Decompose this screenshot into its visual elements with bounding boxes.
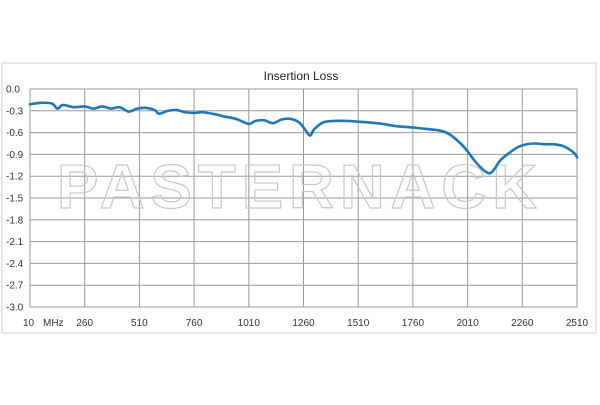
x-tick-label: 10 [23,318,35,329]
x-unit-label: MHz [43,318,64,329]
x-tick-label: 2010 [456,318,479,329]
y-tick-label: -0.6 [6,128,24,139]
series-layer [28,101,579,175]
y-tick-label: -1.5 [6,194,24,205]
y-tick-label: -1.8 [6,215,24,226]
x-tick-label: 1010 [238,318,261,329]
x-tick-label: 1510 [347,318,370,329]
y-tick-label: -0.3 [6,106,24,117]
y-tick-label: 0.0 [6,85,20,96]
x-tick-label: 2510 [566,318,589,329]
y-tick-label: -2.4 [6,259,24,270]
watermark-text: PASTERNACK [57,153,543,222]
grid [29,88,578,308]
y-tick-label: -0.9 [6,150,24,161]
y-tick-label: -2.1 [6,237,24,248]
x-tick-label: 1260 [292,318,315,329]
y-tick-label: -3.0 [6,303,24,314]
y-tick-label: -1.2 [6,172,24,183]
x-tick-label: 1760 [402,318,425,329]
x-tick-label: 510 [131,318,148,329]
chart-title: Insertion Loss [264,69,339,83]
watermark: PASTERNACK [56,152,543,222]
x-tick-label: 2260 [511,318,534,329]
y-tick-label: -2.7 [6,281,24,292]
x-tick-label: 760 [186,318,203,329]
y-axis-ticks: 0.0 -0.3 -0.6 -0.9 -1.2 -1.5 -1.8 -2.1 -2.4 -2.7 -… [6,85,24,314]
x-tick-label: 260 [76,318,93,329]
x-axis-ticks: 10 260 510 760 1010 1260 1510 1760 2010 2260 2510 M… [23,318,589,329]
insertion-loss-series-line [28,101,579,175]
